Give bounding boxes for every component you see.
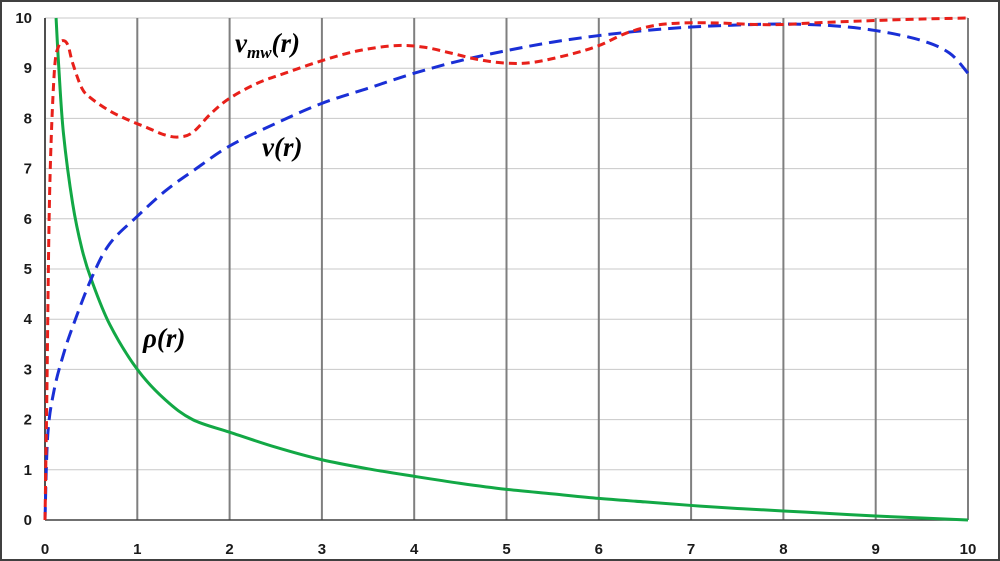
series-line-rho (54, 17, 969, 522)
y-tick-label-6: 6 (24, 211, 32, 228)
x-tick-label-2: 2 (225, 541, 233, 558)
x-tick-label-8: 8 (779, 541, 787, 558)
x-tick-label-5: 5 (502, 541, 510, 558)
series-label-v: v(r) (262, 132, 302, 162)
series-label-rho: ρ(r) (142, 323, 185, 353)
x-tick-label-9: 9 (872, 541, 880, 558)
y-tick-label-8: 8 (24, 110, 32, 127)
grid-lines (44, 17, 969, 521)
series-layer (43, 16, 970, 522)
series-line-v (43, 22, 970, 521)
y-tick-label-0: 0 (24, 512, 32, 529)
y-tick-label-5: 5 (24, 261, 32, 278)
tick-labels: 0 1 2 3 4 5 6 7 8 9 10 0 1 2 3 4 5 6 7 8 9 10 (15, 10, 976, 558)
y-tick-label-1: 1 (24, 462, 32, 479)
x-tick-label-6: 6 (595, 541, 603, 558)
x-tick-label-4: 4 (410, 541, 419, 558)
x-tick-label-0: 0 (41, 541, 49, 558)
y-tick-label-3: 3 (24, 361, 32, 378)
y-tick-label-9: 9 (24, 60, 32, 77)
y-tick-label-10: 10 (15, 10, 32, 27)
series-line-v-mw (43, 16, 969, 521)
y-tick-label-7: 7 (24, 161, 32, 178)
x-tick-label-3: 3 (318, 541, 326, 558)
y-tick-label-2: 2 (24, 412, 32, 429)
y-tick-label-4: 4 (24, 311, 33, 328)
series-label-v-mw: vmw(r) (235, 28, 300, 62)
x-tick-label-7: 7 (687, 541, 695, 558)
x-tick-label-1: 1 (133, 541, 141, 558)
x-tick-label-10: 10 (960, 541, 977, 558)
